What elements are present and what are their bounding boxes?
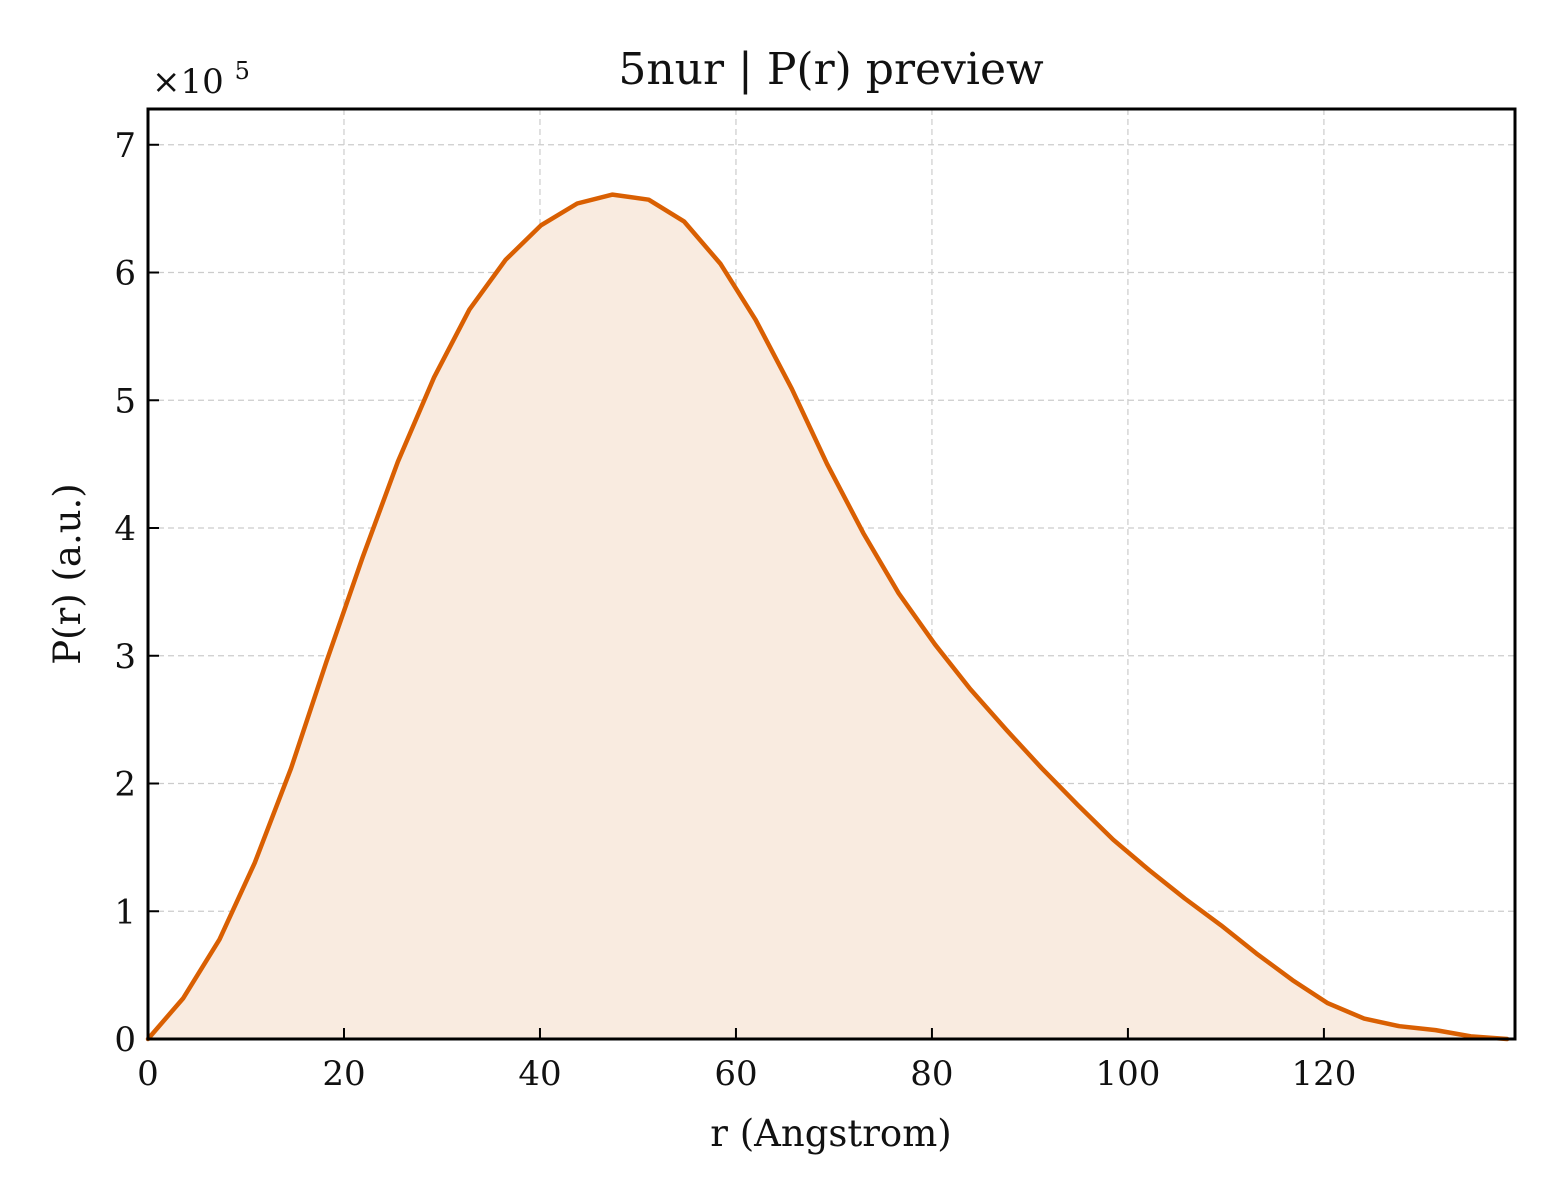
axes-frame xyxy=(146,107,1517,1041)
x-tick-label: 0 xyxy=(137,1054,159,1094)
series-line xyxy=(145,192,1510,1042)
x-tick-label: 40 xyxy=(518,1054,561,1094)
y-axis-multiplier-exponent: 5 xyxy=(235,57,250,85)
axis-ticks: 0 20 40 60 80 100 120 0 1 2 3 4 5 6 7 xyxy=(114,126,1356,1094)
plot-area xyxy=(145,192,1510,1042)
y-tick-label: 0 xyxy=(114,1020,136,1060)
x-tick-label: 120 xyxy=(1291,1054,1356,1094)
x-tick-label: 20 xyxy=(322,1054,365,1094)
y-tick-label: 4 xyxy=(114,509,136,549)
y-tick-label: 2 xyxy=(114,765,136,805)
y-axis-multiplier-base: ×10 xyxy=(152,62,224,102)
x-axis-label: r (Angstrom) xyxy=(710,1112,951,1155)
x-tick-label: 60 xyxy=(714,1054,757,1094)
y-tick-label: 3 xyxy=(114,637,136,677)
y-tick-label: 7 xyxy=(114,126,136,166)
y-tick-label: 5 xyxy=(114,381,136,421)
x-tick-label: 80 xyxy=(910,1054,953,1094)
y-axis-label: P(r) (a.u.) xyxy=(46,483,89,665)
y-axis-multiplier: ×10 5 xyxy=(152,57,250,102)
chart-title: 5nur | P(r) preview xyxy=(618,44,1044,95)
x-tick-label: 100 xyxy=(1095,1054,1160,1094)
y-tick-label: 6 xyxy=(114,254,136,294)
series-area-fill xyxy=(148,194,1508,1040)
y-tick-label: 1 xyxy=(114,892,136,932)
